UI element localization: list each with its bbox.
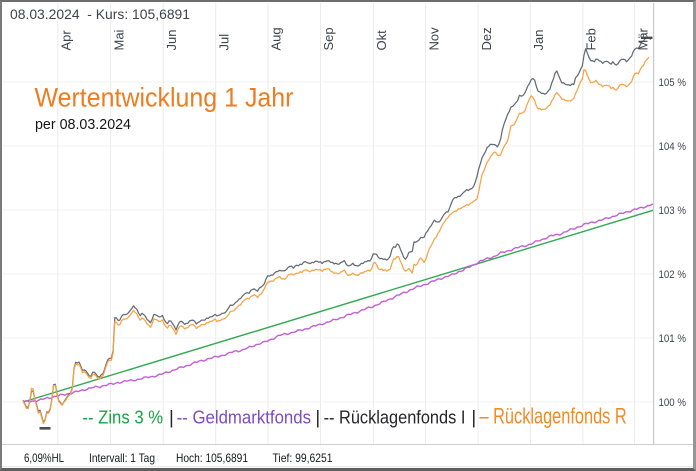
svg-text:– Rücklagenfonds R: – Rücklagenfonds R <box>480 404 627 429</box>
svg-text:|: | <box>471 407 476 428</box>
svg-text:Okt: Okt <box>374 30 389 51</box>
svg-text:104 %: 104 % <box>659 141 687 153</box>
svg-text:Mai: Mai <box>111 29 126 50</box>
svg-text:Nov: Nov <box>426 27 441 51</box>
svg-text:Jan: Jan <box>531 30 546 51</box>
svg-text:|: | <box>169 407 174 428</box>
svg-text:|: | <box>315 407 320 428</box>
svg-text:Jun: Jun <box>164 30 179 51</box>
svg-text:Sep: Sep <box>321 27 336 50</box>
svg-text:-- Rücklagenfonds I: -- Rücklagenfonds I <box>324 407 466 428</box>
svg-text:Wertentwicklung 1 Jahr: Wertentwicklung 1 Jahr <box>35 83 294 113</box>
svg-text:102 %: 102 % <box>659 269 687 281</box>
svg-text:per 08.03.2024: per 08.03.2024 <box>35 117 131 133</box>
svg-text:100 %: 100 % <box>659 397 687 409</box>
svg-text:08.03.2024 - Kurs: 105,6891: 08.03.2024 - Kurs: 105,6891 <box>10 6 190 22</box>
svg-text:Aug: Aug <box>269 27 284 50</box>
svg-text:103 %: 103 % <box>659 205 687 217</box>
svg-text:-- Zins 3 %: -- Zins 3 % <box>82 407 163 428</box>
svg-text:101 %: 101 % <box>659 333 687 345</box>
svg-text:-- Geldmarktfonds: -- Geldmarktfonds <box>177 407 311 428</box>
svg-text:6,09%HL: 6,09%HL <box>24 451 64 465</box>
svg-text:Jul: Jul <box>216 34 231 51</box>
svg-text:Hoch: 105,6891: Hoch: 105,6891 <box>176 451 248 465</box>
svg-text:Tief: 99,6251: Tief: 99,6251 <box>273 451 333 465</box>
svg-text:Intervall: 1 Tag: Intervall: 1 Tag <box>89 451 155 465</box>
svg-text:Feb: Feb <box>584 28 599 50</box>
svg-text:Apr: Apr <box>59 30 74 51</box>
svg-text:Mär: Mär <box>635 27 650 50</box>
svg-text:105 %: 105 % <box>659 77 687 89</box>
svg-text:Dez: Dez <box>479 27 494 50</box>
